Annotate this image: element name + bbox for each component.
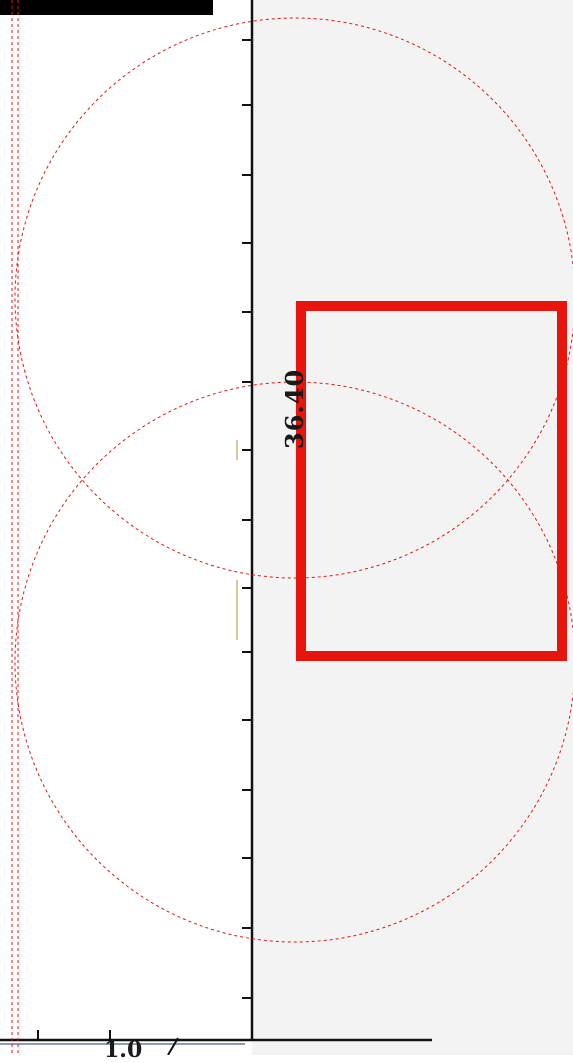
vertical-axis-value: 36.40	[280, 368, 309, 449]
annotation-circle-top	[14, 17, 573, 579]
annotation-rectangle	[296, 301, 567, 661]
redaction-bar	[0, 0, 213, 15]
annotation-circle-bottom	[14, 381, 573, 943]
vertical-axis-ticks	[242, 39, 252, 999]
horizontal-tick-slanted	[167, 1037, 179, 1055]
horizontal-axis-value: 1.0	[104, 1037, 143, 1063]
